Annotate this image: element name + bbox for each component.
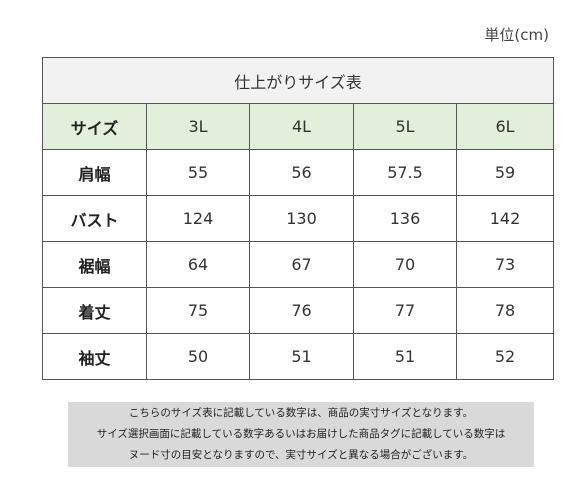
header-size-3l: 3L [146,103,250,150]
table-cell: 78 [455,287,555,334]
table-cell: 55 [146,149,250,196]
table-cell: 67 [249,241,354,288]
table-cell: 142 [455,195,555,242]
table-cell: 56 [249,149,354,196]
header-size-6l: 6L [455,103,555,150]
table-cell: 130 [249,195,354,242]
note-line: こちらのサイズ表に記載している数字は、商品の実寸サイズとなります。 [128,407,474,419]
row-label: 袖丈 [42,333,147,380]
table-title-row: 仕上がりサイズ表 [41,57,555,104]
header-size-label: サイズ [42,103,147,150]
table-header-row: サイズ 3L 4L 5L 6L [42,103,555,150]
row-label: 着丈 [42,287,147,334]
size-note: こちらのサイズ表に記載している数字は、商品の実寸サイズとなります。 サイズ選択画… [68,402,534,467]
header-size-4l: 4L [249,103,354,150]
row-label: バスト [42,195,147,242]
table-cell: 124 [146,195,250,242]
table-cell: 73 [455,241,555,288]
table-cell: 77 [353,287,457,334]
table-cell: 52 [455,333,555,380]
table-cell: 136 [353,195,457,242]
table-cell: 50 [146,333,250,380]
table-cell: 51 [353,333,457,380]
table-cell: 76 [249,287,354,334]
note-line: サイズ選択画面に記載している数字あるいはお届けした商品タグに記載している数字は [96,428,506,440]
row-label: 裾幅 [42,241,147,288]
table-cell: 75 [146,287,250,334]
note-line: ヌード寸の目安となりますので、実寸サイズと異なる場合がございます。 [128,449,474,461]
table-row: 着丈 75 76 77 78 [42,287,555,334]
size-table: 仕上がりサイズ表 サイズ 3L 4L 5L 6L 肩幅 55 56 57.5 5… [41,57,555,380]
table-cell: 59 [455,149,555,196]
table-cell: 57.5 [353,149,457,196]
table-cell: 64 [146,241,250,288]
table-row: 裾幅 64 67 70 73 [42,241,555,288]
table-row: 袖丈 50 51 51 52 [42,333,555,380]
table-cell: 51 [249,333,354,380]
table-title: 仕上がりサイズ表 [41,57,555,104]
row-label: 肩幅 [42,149,147,196]
unit-label: 単位(cm) [484,26,549,44]
header-size-5l: 5L [353,103,457,150]
table-row: バスト 124 130 136 142 [42,195,555,242]
table-row: 肩幅 55 56 57.5 59 [42,149,555,196]
table-cell: 70 [353,241,457,288]
